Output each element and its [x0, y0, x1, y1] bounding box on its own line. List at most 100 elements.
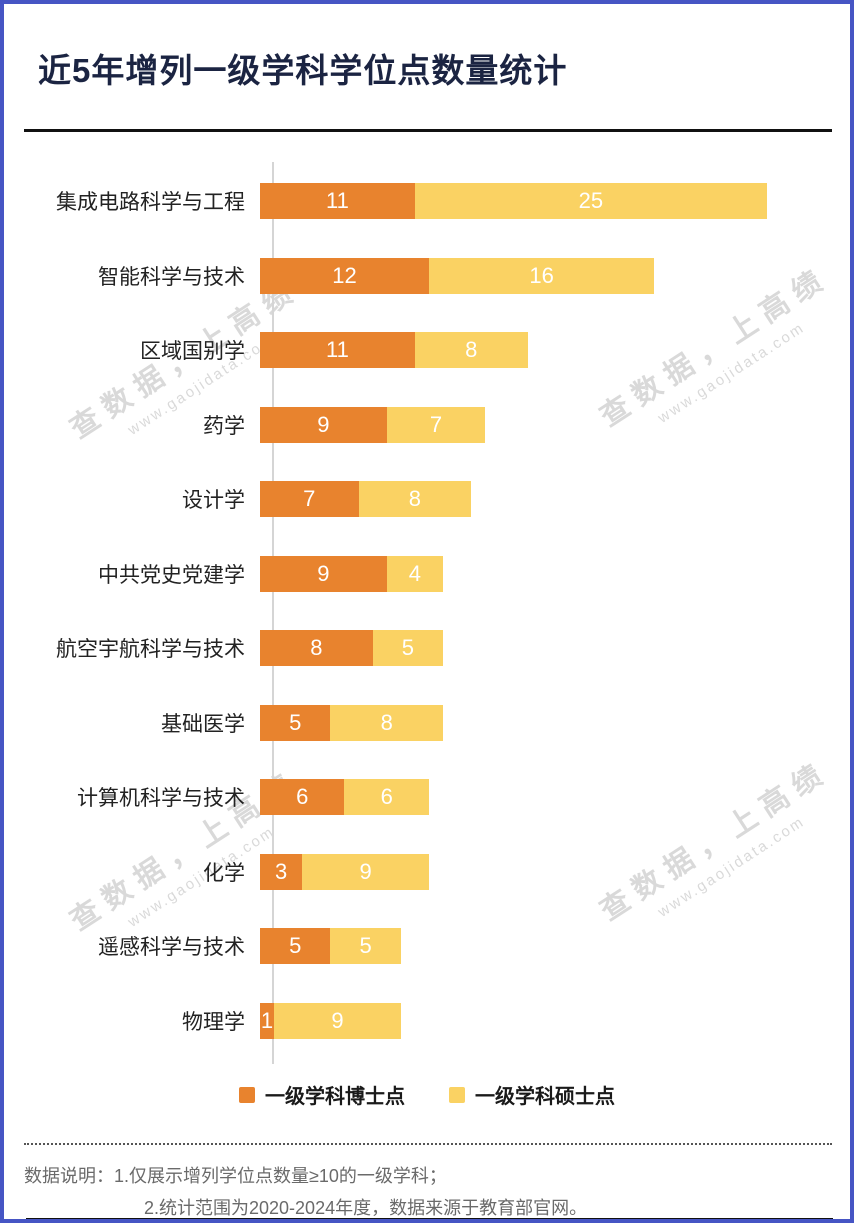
bar-segment: 11 [260, 332, 415, 369]
category-label: 设计学 [182, 489, 245, 513]
bar-segment: 7 [260, 481, 359, 518]
bar-value-label: 6 [296, 784, 309, 810]
bar-segment: 5 [330, 928, 401, 965]
chart-row: 航空宇航科学与技术 8 5 [4, 611, 850, 686]
legend-item: 一级学科博士点 [239, 1080, 405, 1109]
bar-segment: 16 [428, 257, 655, 294]
bar-value-label: 7 [429, 411, 443, 437]
bar-value-label: 9 [317, 560, 330, 586]
bar-segment: 1 [260, 1002, 275, 1039]
legend-item: 一级学科硕士点 [449, 1080, 615, 1109]
bar-value-label: 9 [331, 1007, 344, 1033]
bar-value-label: 9 [359, 858, 372, 884]
bar-group: 12 16 [260, 257, 655, 294]
chart-row: 设计学 7 8 [4, 462, 850, 537]
chart-row: 智能科学与技术 12 16 [4, 239, 850, 314]
chart-row: 中共党史党建学 9 4 [4, 537, 850, 612]
bar-value-label: 1 [260, 1007, 274, 1033]
footer-note-1: 1.仅展示增列学位点数量≥10的一级学科； [114, 1166, 447, 1186]
chart-row: 集成电路科学与工程 11 25 [4, 164, 850, 239]
bar-value-label: 4 [408, 560, 421, 586]
legend-swatch [239, 1086, 255, 1103]
bar-value-label: 16 [529, 262, 554, 288]
footer-notes: 数据说明： 1.仅展示增列学位点数量≥10的一级学科； 数据说明： 2.统计范围… [24, 1143, 832, 1220]
bar-value-label: 11 [326, 337, 349, 363]
category-label: 集成电路科学与工程 [56, 191, 245, 215]
bar-group: 11 8 [260, 332, 528, 369]
bar-segment: 8 [414, 332, 528, 369]
bar-segment: 25 [414, 183, 767, 220]
footer-label: 数据说明： [24, 1166, 114, 1186]
bar-value-label: 5 [289, 709, 302, 735]
bar-value-label: 11 [326, 188, 349, 214]
bar-value-label: 8 [310, 635, 323, 661]
bar-value-label: 12 [332, 262, 357, 288]
footer-line-1: 数据说明： 1.仅展示增列学位点数量≥10的一级学科； [24, 1161, 832, 1193]
category-label: 化学 [203, 861, 245, 885]
bar-segment: 3 [260, 853, 303, 890]
category-label: 航空宇航科学与技术 [56, 638, 245, 662]
footer-note-2: 2.统计范围为2020-2024年度，数据来源于教育部官网。 [144, 1197, 588, 1218]
bar-segment: 9 [260, 555, 387, 592]
bar-value-label: 7 [303, 486, 316, 512]
bar-group: 11 25 [260, 183, 767, 220]
bar-value-label: 8 [380, 709, 393, 735]
legend-swatch [449, 1086, 465, 1103]
title-divider [24, 129, 832, 132]
bar-segment: 9 [302, 853, 429, 890]
footer-line-2: 数据说明： 2.统计范围为2020-2024年度，数据来源于教育部官网。 [24, 1193, 832, 1220]
bar-value-label: 3 [274, 858, 288, 884]
bar-segment: 5 [260, 928, 331, 965]
stacked-bar-chart: 集成电路科学与工程 11 25 智能科学与技术 12 16 区域国别学 11 8 药学 9 7 设计学 7… [4, 162, 850, 1064]
category-label: 中共党史党建学 [98, 563, 245, 587]
category-label: 计算机科学与技术 [77, 787, 245, 811]
category-label: 区域国别学 [140, 340, 245, 364]
chart-row: 化学 3 9 [4, 835, 850, 910]
bar-value-label: 8 [408, 486, 421, 512]
bar-segment: 12 [260, 257, 429, 294]
category-label: 物理学 [182, 1010, 245, 1034]
bar-value-label: 5 [289, 933, 302, 959]
bar-segment: 11 [260, 183, 415, 220]
bar-value-label: 9 [317, 411, 330, 437]
bar-segment: 8 [260, 630, 373, 667]
legend-label: 一级学科硕士点 [475, 1086, 615, 1108]
bar-segment: 5 [372, 630, 444, 667]
bar-segment: 6 [344, 779, 429, 816]
bottom-divider [26, 1218, 833, 1219]
category-label: 智能科学与技术 [98, 265, 245, 289]
category-label: 基础医学 [161, 712, 245, 736]
bar-segment: 4 [386, 555, 444, 592]
legend-label: 一级学科博士点 [265, 1086, 405, 1108]
bar-segment: 5 [260, 704, 331, 741]
chart-row: 基础医学 5 8 [4, 686, 850, 761]
chart-row: 药学 9 7 [4, 388, 850, 463]
chart-rows: 集成电路科学与工程 11 25 智能科学与技术 12 16 区域国别学 11 8 药学 9 7 设计学 7… [4, 164, 850, 1058]
bar-value-label: 25 [578, 188, 604, 214]
category-label: 遥感科学与技术 [98, 936, 245, 960]
chart-row: 计算机科学与技术 6 6 [4, 760, 850, 835]
bar-segment: 9 [274, 1002, 401, 1039]
bar-value-label: 6 [380, 784, 393, 810]
chart-row: 区域国别学 11 8 [4, 313, 850, 388]
bar-segment: 7 [386, 406, 486, 443]
bar-segment: 8 [330, 704, 444, 741]
bar-segment: 9 [260, 406, 387, 443]
bar-segment: 6 [260, 779, 345, 816]
bar-segment: 8 [358, 481, 472, 518]
bar-value-label: 5 [359, 933, 372, 959]
y-axis-line [272, 162, 274, 1064]
bar-value-label: 8 [465, 337, 478, 363]
bar-value-label: 5 [401, 635, 414, 661]
page-title: 近5年增列一级学科学位点数量统计 [38, 52, 568, 89]
